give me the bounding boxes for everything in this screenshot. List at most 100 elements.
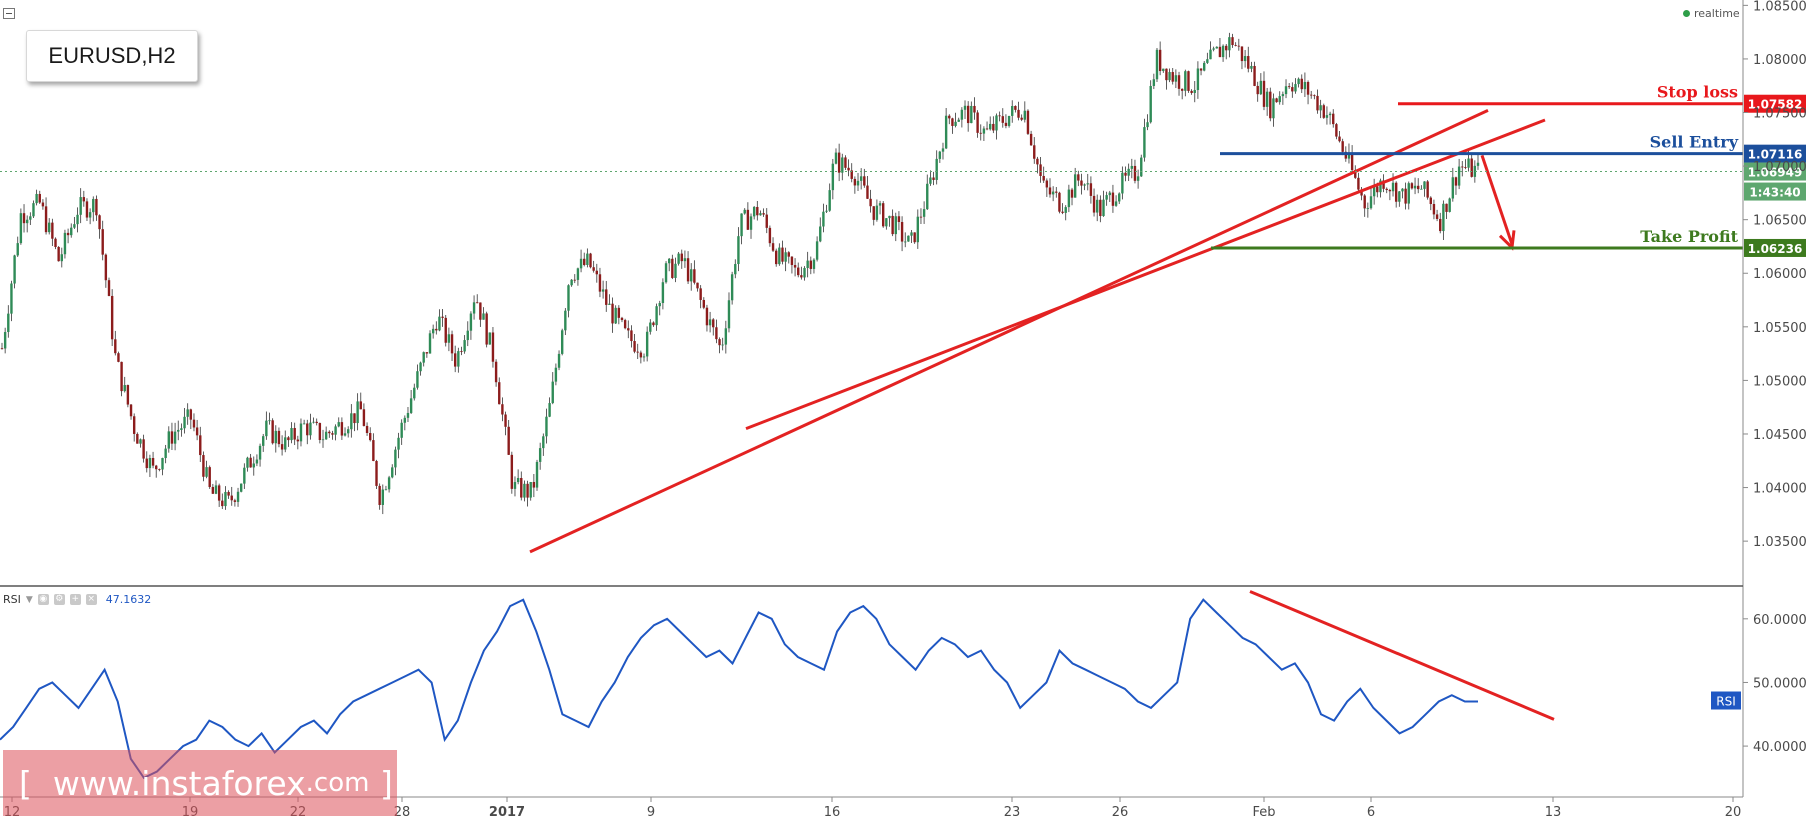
- candle-body: [828, 190, 831, 211]
- candle-body: [1417, 185, 1420, 190]
- eye-icon[interactable]: ◉: [37, 594, 49, 605]
- candle-body: [740, 213, 743, 237]
- rsi-badge: [1711, 691, 1741, 710]
- candle-body: [129, 404, 133, 417]
- price-tick-label: 1.05500: [1753, 321, 1806, 336]
- candle-body: [623, 320, 627, 329]
- candle-body: [7, 313, 10, 333]
- candle-body: [44, 206, 48, 233]
- candle-body: [705, 307, 709, 326]
- candle-body: [749, 216, 753, 230]
- candle-body: [403, 417, 407, 423]
- candle-body: [825, 210, 828, 212]
- watermark-tld: .com: [305, 768, 370, 798]
- candle-body: [1284, 86, 1288, 95]
- candle-body: [674, 263, 677, 278]
- candle-body: [1435, 214, 1439, 219]
- candle-body: [29, 216, 32, 220]
- candle-body: [1073, 174, 1077, 198]
- candle-body: [1461, 166, 1464, 168]
- candle-body: [1143, 127, 1146, 158]
- candle-body: [356, 401, 359, 424]
- rsi-tick-label: 40.0000: [1753, 740, 1806, 755]
- candle-body: [1369, 196, 1373, 209]
- candle-body: [425, 352, 429, 354]
- candle-body: [586, 253, 589, 265]
- candle-body: [904, 241, 907, 243]
- candle-body: [1259, 80, 1263, 95]
- collapse-menu-icon[interactable]: [3, 8, 15, 19]
- candle-body: [142, 439, 145, 459]
- candle-body: [926, 183, 929, 210]
- stop-loss-label: Stop loss: [1657, 83, 1738, 102]
- candle-body: [699, 288, 702, 300]
- candle-body: [800, 275, 803, 278]
- candle-body: [397, 437, 400, 450]
- candle-body: [1190, 90, 1193, 93]
- candle-body: [859, 176, 863, 181]
- projection-arrow-line: [1480, 154, 1514, 245]
- candle-body: [992, 123, 995, 131]
- rsi-series-line: [0, 598, 1478, 780]
- candle-body: [1067, 189, 1071, 208]
- candle-body: [82, 197, 86, 202]
- candle-body: [1237, 45, 1241, 47]
- candle-body: [400, 422, 403, 438]
- countdown-value: 1:43:40: [1749, 186, 1800, 200]
- candle-body: [897, 216, 901, 223]
- candle-body: [1391, 182, 1395, 192]
- candle-body: [929, 177, 932, 184]
- candle-body: [998, 115, 1001, 117]
- candle-body: [938, 151, 942, 159]
- candle-body: [702, 299, 706, 308]
- candle-body: [815, 241, 819, 260]
- candle-body: [1114, 201, 1118, 206]
- candle-body: [1218, 46, 1222, 58]
- candle-body: [601, 289, 605, 292]
- candle-body: [1045, 180, 1049, 188]
- candle-body: [413, 387, 416, 399]
- candle-body: [532, 481, 536, 488]
- candle-body: [95, 198, 98, 216]
- candle-body: [1281, 94, 1285, 97]
- candle-body: [1272, 98, 1275, 119]
- candle-body: [38, 193, 41, 203]
- uptrend-line-main: [529, 109, 1489, 554]
- candle-body: [970, 105, 973, 124]
- add-icon[interactable]: +: [69, 594, 81, 605]
- close-icon[interactable]: ×: [85, 594, 97, 605]
- candle-body: [1083, 184, 1086, 186]
- last-price-value: 1.06949: [1748, 166, 1803, 180]
- candle-body: [831, 163, 835, 191]
- candle-body: [1240, 46, 1244, 62]
- candle-body: [479, 302, 482, 320]
- candle-body: [1061, 211, 1064, 213]
- candle-body: [268, 420, 271, 422]
- candle-body: [387, 477, 391, 490]
- candle-body: [671, 258, 674, 278]
- candle-body: [192, 419, 196, 428]
- candle-body: [1243, 56, 1247, 62]
- candle-body: [510, 454, 514, 489]
- rsi-downtrend-line: [1249, 590, 1555, 721]
- stop-loss-price: 1.07582: [1748, 98, 1803, 112]
- candle-body: [995, 115, 998, 131]
- candle-body: [1287, 86, 1291, 88]
- candle-body: [551, 381, 554, 404]
- candle-body: [258, 445, 262, 460]
- chevron-down-icon[interactable]: ▼: [25, 594, 33, 605]
- candle-body: [664, 263, 668, 283]
- candle-body: [353, 413, 356, 424]
- candle-body: [954, 121, 957, 126]
- candle-body: [784, 252, 787, 262]
- candle-body: [712, 319, 715, 328]
- candle-body: [435, 328, 438, 331]
- candle-body: [457, 351, 460, 367]
- candle-body: [126, 385, 130, 405]
- candle-body: [1111, 192, 1115, 206]
- candle-body: [1313, 95, 1316, 97]
- candle-body: [1199, 68, 1203, 71]
- candle-body: [922, 209, 926, 217]
- settings-icon[interactable]: ⚙: [53, 594, 65, 605]
